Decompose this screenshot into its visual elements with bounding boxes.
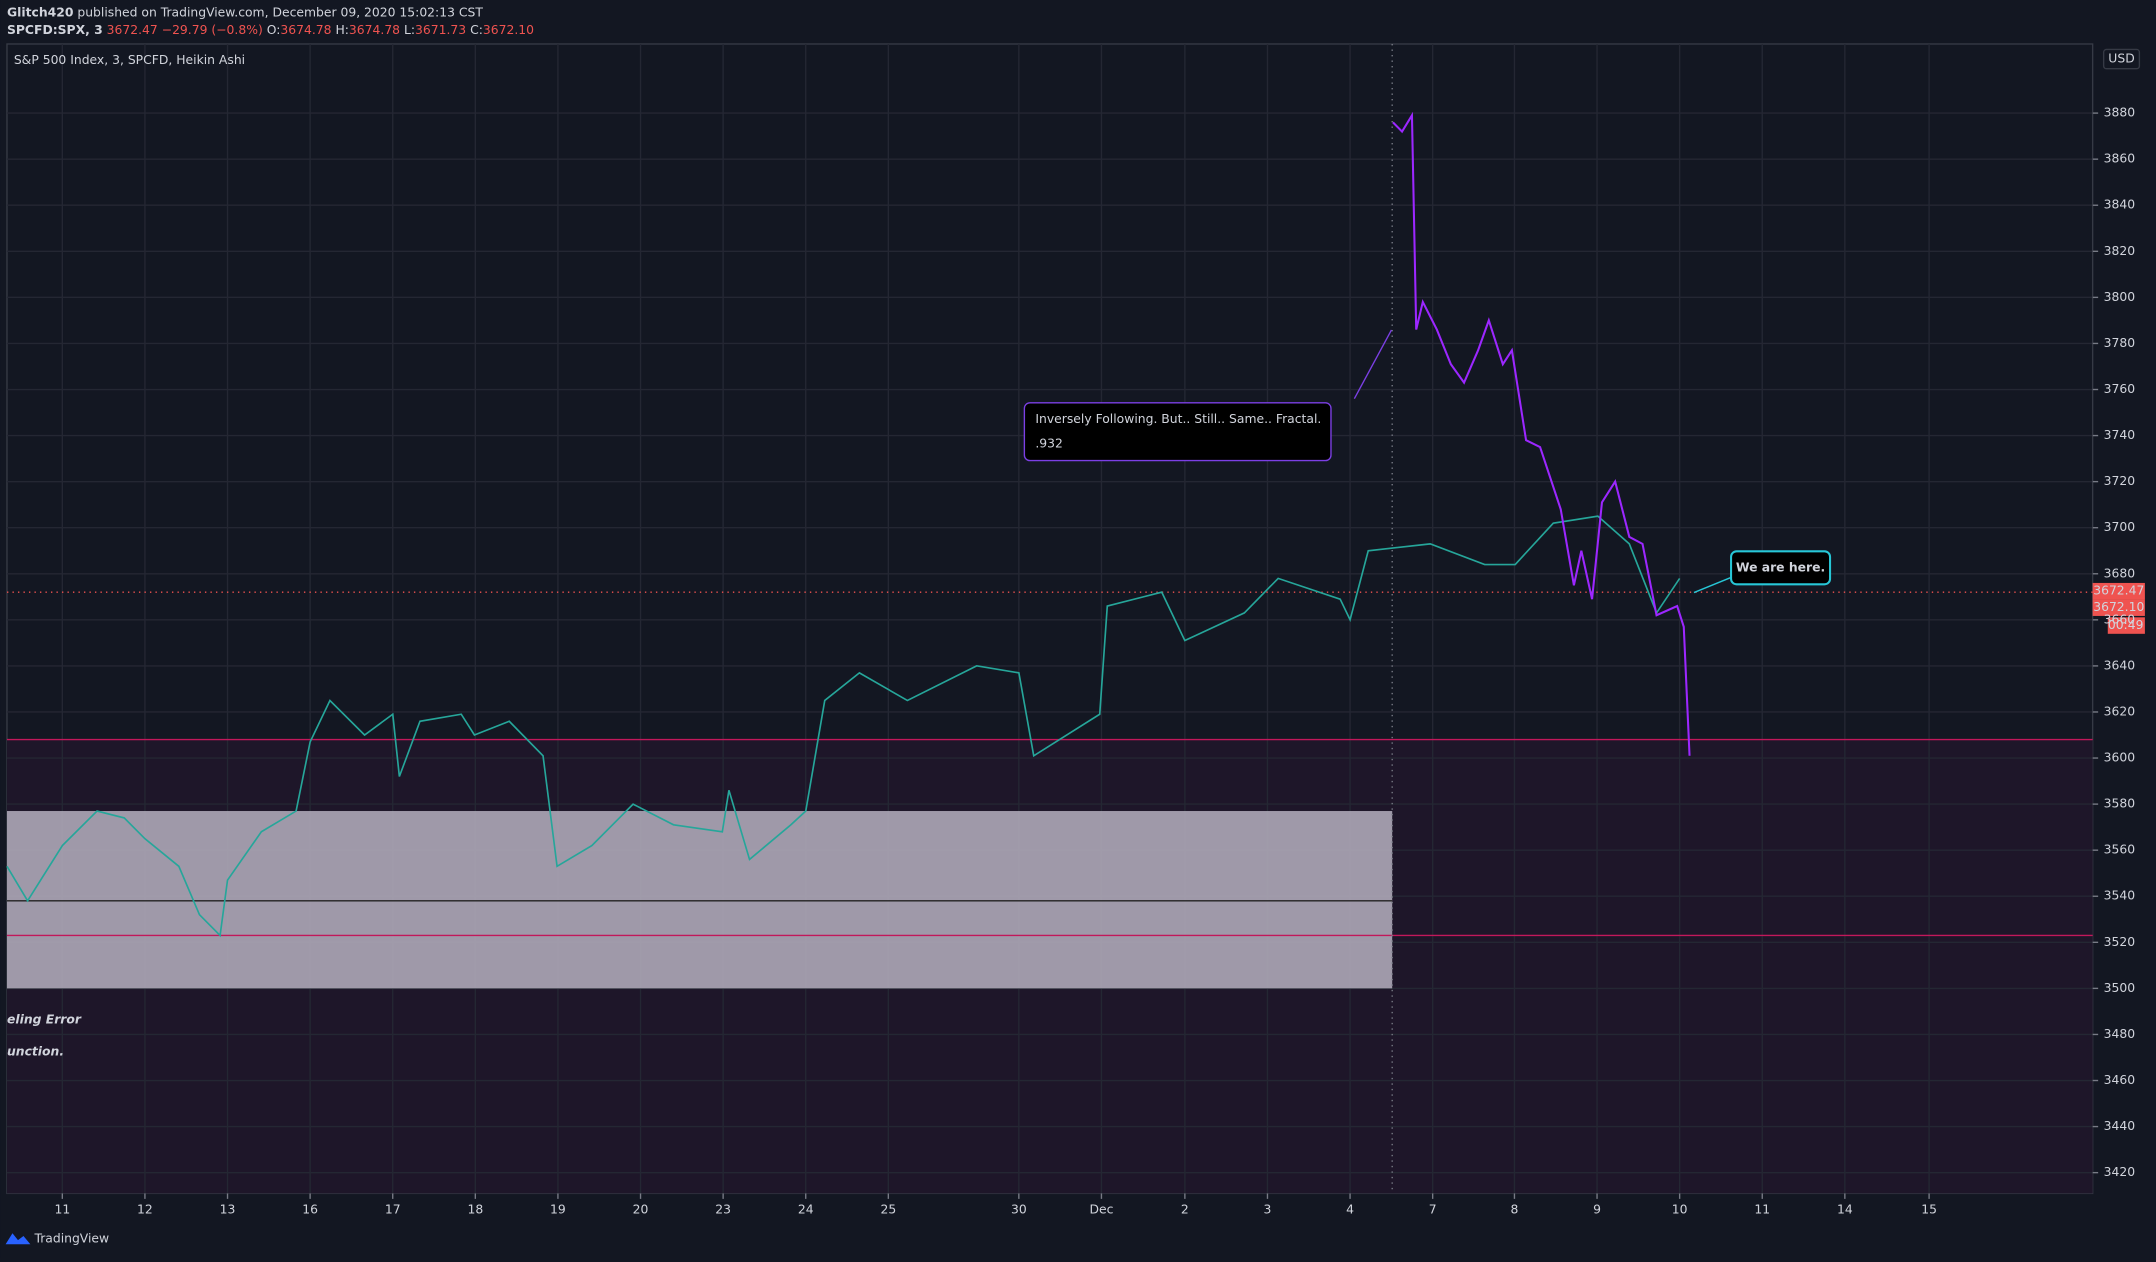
callout-pointer xyxy=(1693,576,1732,594)
x-tick-label: 13 xyxy=(220,1202,236,1216)
y-tick-label: 3500 xyxy=(2104,981,2136,995)
high: 3674.78 xyxy=(349,23,400,37)
open: 3674.78 xyxy=(280,23,331,37)
y-tick-label: 3420 xyxy=(2104,1165,2136,1179)
y-tick-label: 3680 xyxy=(2104,566,2136,580)
price-label-box xyxy=(2107,617,2145,634)
x-tick-label: 15 xyxy=(1921,1202,1937,1216)
chart-title: S&P 500 Index, 3, SPCFD, Heikin Ashi xyxy=(14,53,245,67)
y-tick-label: 3620 xyxy=(2104,704,2136,718)
x-tick-label: Dec xyxy=(1089,1202,1113,1216)
x-tick-label: 10 xyxy=(1672,1202,1688,1216)
series-line xyxy=(1392,111,1691,756)
author: Glitch420 xyxy=(7,5,74,19)
zone xyxy=(6,811,1393,989)
callout-text: .932 xyxy=(1035,437,1063,451)
y-tick-label: 3460 xyxy=(2104,1073,2136,1087)
y-tick-label: 3600 xyxy=(2104,751,2136,765)
note-text: unction. xyxy=(7,1044,64,1058)
x-tick-label: 20 xyxy=(633,1202,649,1216)
y-tick-label: 3820 xyxy=(2104,244,2136,258)
o-label: O: xyxy=(267,23,281,37)
y-tick-label: 3840 xyxy=(2104,198,2136,212)
x-tick-label: 18 xyxy=(467,1202,483,1216)
y-tick-label: 3800 xyxy=(2104,290,2136,304)
y-tick-label: 3640 xyxy=(2104,658,2136,672)
y-tick-label: 3520 xyxy=(2104,935,2136,949)
x-tick-label: 17 xyxy=(385,1202,401,1216)
y-tick-label: 3480 xyxy=(2104,1027,2136,1041)
y-tick-label: 3700 xyxy=(2104,520,2136,534)
y-tick-label: 3740 xyxy=(2104,428,2136,442)
plot-frame xyxy=(6,43,2094,1195)
x-tick-label: 24 xyxy=(798,1202,814,1216)
x-tick-label: 12 xyxy=(137,1202,153,1216)
c-label: C: xyxy=(470,23,483,37)
last: 3672.47 xyxy=(107,23,158,37)
x-tick-label: 3 xyxy=(1264,1202,1272,1216)
currency-box xyxy=(2102,48,2141,70)
currency: USD xyxy=(2108,52,2134,66)
series-line xyxy=(6,515,1681,938)
x-tick-label: 19 xyxy=(550,1202,566,1216)
price-label: 3672.10 xyxy=(2093,600,2144,614)
x-tick-label: 9 xyxy=(1593,1202,1601,1216)
symbol: SPCFD:SPX, 3 xyxy=(7,23,103,37)
ohlc-line: SPCFD:SPX, 3 3672.47 −29.79 (−0.8%) O:36… xyxy=(7,23,534,37)
close: 3672.10 xyxy=(483,23,534,37)
l-label: L: xyxy=(404,23,415,37)
x-tick-label: 7 xyxy=(1429,1202,1437,1216)
x-tick-label: 11 xyxy=(1754,1202,1770,1216)
x-tick-label: 23 xyxy=(715,1202,731,1216)
x-tick-label: 4 xyxy=(1346,1202,1354,1216)
x-tick-label: 14 xyxy=(1837,1202,1853,1216)
callout-pointer xyxy=(1353,329,1393,400)
y-tick-label: 3660 xyxy=(2104,612,2136,626)
price-label: 00:49 xyxy=(2108,618,2144,632)
price-label: 3672.47 xyxy=(2093,584,2144,598)
price-label-box xyxy=(2092,582,2145,600)
logo xyxy=(5,1233,31,1245)
y-tick-label: 3860 xyxy=(2104,152,2136,166)
callout-text: We are here. xyxy=(1736,560,1825,574)
price-label-box xyxy=(2092,599,2145,616)
y-tick-label: 3560 xyxy=(2104,843,2136,857)
change: −29.79 (−0.8%) xyxy=(162,23,263,37)
x-tick-label: 30 xyxy=(1011,1202,1027,1216)
h-label: H: xyxy=(335,23,348,37)
x-tick-label: 8 xyxy=(1511,1202,1519,1216)
plot xyxy=(6,43,2093,1194)
y-tick-label: 3720 xyxy=(2104,474,2136,488)
x-tick-label: 11 xyxy=(54,1202,70,1216)
y-tick-label: 3780 xyxy=(2104,336,2136,350)
y-tick-label: 3580 xyxy=(2104,797,2136,811)
y-tick-label: 3880 xyxy=(2104,106,2136,120)
x-tick-label: 2 xyxy=(1181,1202,1189,1216)
x-tick-label: 25 xyxy=(880,1202,896,1216)
callout-text: Inversely Following. But.. Still.. Same.… xyxy=(1035,412,1321,426)
y-tick-label: 3540 xyxy=(2104,889,2136,903)
x-tick-label: 16 xyxy=(302,1202,318,1216)
callout xyxy=(1023,402,1332,462)
note-text: eling Error xyxy=(7,1013,82,1027)
header-line: Glitch420 published on TradingView.com, … xyxy=(7,5,483,19)
y-tick-label: 3760 xyxy=(2104,382,2136,396)
published: published on TradingView.com, December 0… xyxy=(77,5,483,19)
low: 3671.73 xyxy=(415,23,466,37)
callout xyxy=(1730,550,1832,586)
footer: TradingView xyxy=(33,1231,109,1245)
y-tick-label: 3440 xyxy=(2104,1119,2136,1133)
